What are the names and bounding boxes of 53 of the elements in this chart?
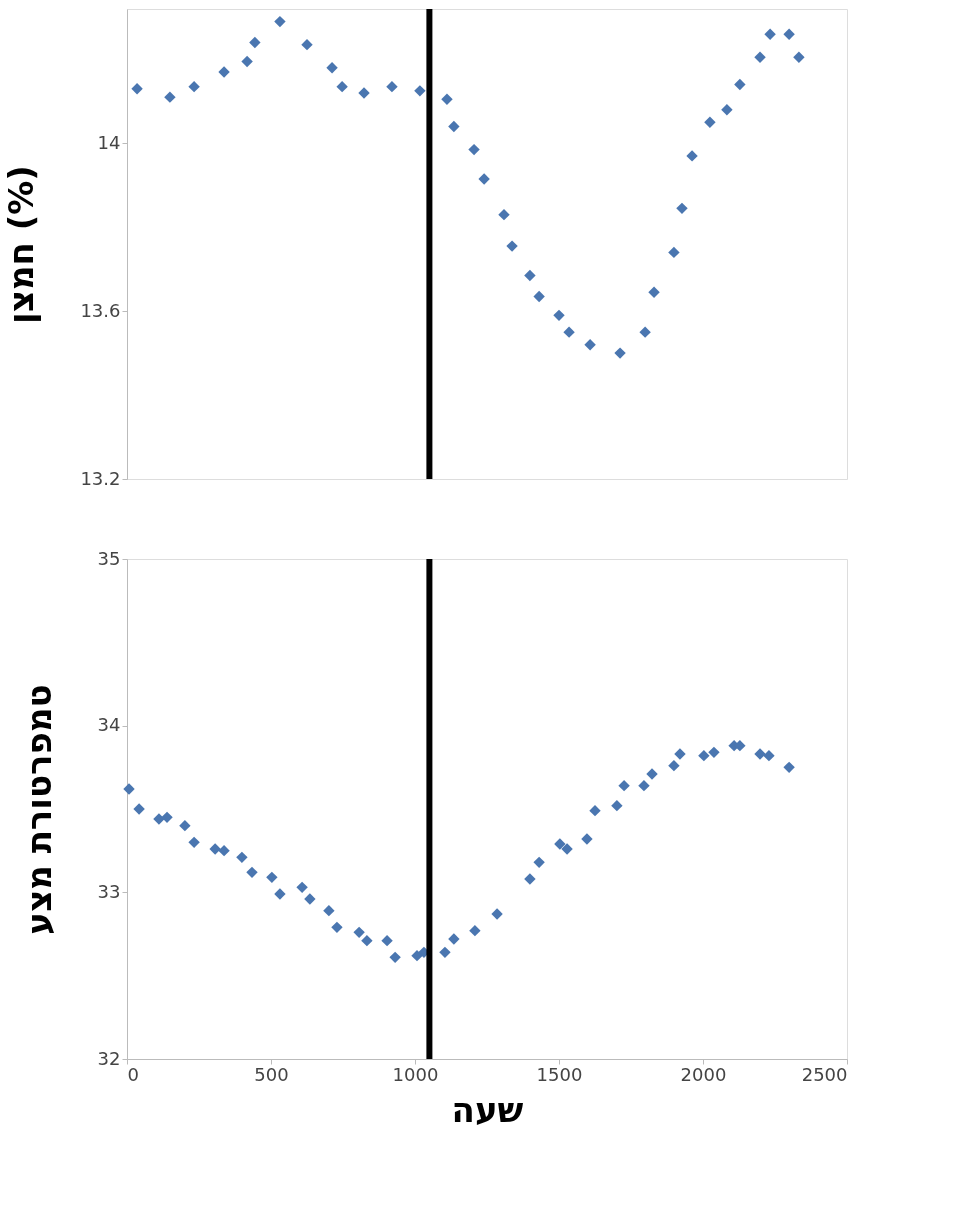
point [721, 104, 733, 116]
y-tick-label: 14 [97, 131, 121, 153]
point [386, 80, 398, 93]
point [188, 80, 200, 93]
y-tick-label: 34 [97, 714, 121, 736]
y-tick-label: 32 [97, 1047, 121, 1069]
y-tick-label: 33 [97, 880, 121, 902]
x-tick-label: 1000 [392, 1063, 439, 1085]
x-tick-label: 2000 [680, 1063, 727, 1085]
point [468, 143, 480, 156]
point [131, 83, 143, 95]
point [793, 51, 805, 63]
point [498, 208, 510, 221]
point [563, 326, 575, 338]
x-tick-label: 0 [127, 1063, 139, 1085]
x-tick-label: 1500 [536, 1063, 583, 1085]
point [241, 55, 253, 68]
point [274, 15, 286, 28]
point [326, 62, 338, 74]
point [648, 286, 660, 298]
x-tick-label: 2500 [801, 1063, 848, 1085]
point [754, 51, 766, 63]
y-axis-title: טמפרטורת מצע [18, 684, 59, 935]
x-tick-label: 500 [254, 1063, 289, 1085]
point [358, 87, 370, 99]
point [301, 38, 313, 51]
point [414, 85, 426, 97]
point [524, 269, 536, 282]
y-tick-label: 35 [97, 547, 121, 569]
point [783, 28, 795, 40]
y-tick-label: 13.2 [80, 467, 121, 489]
y-axis-title: חמצן (%) [1, 165, 42, 324]
point [164, 91, 176, 103]
point [584, 339, 596, 351]
point [614, 347, 626, 359]
point [448, 120, 460, 133]
point [218, 66, 230, 78]
point [734, 78, 746, 91]
point [676, 202, 688, 215]
point [639, 326, 651, 338]
point [764, 28, 776, 40]
point [704, 116, 716, 128]
point [553, 309, 565, 322]
point [441, 93, 453, 105]
x-axis-title: שעה [451, 1089, 524, 1130]
point [668, 246, 680, 259]
y-tick-label: 13.6 [80, 299, 121, 321]
point [533, 290, 545, 303]
point [686, 150, 698, 162]
point [506, 240, 518, 252]
point [478, 173, 490, 185]
point [249, 36, 261, 49]
point [336, 80, 348, 93]
